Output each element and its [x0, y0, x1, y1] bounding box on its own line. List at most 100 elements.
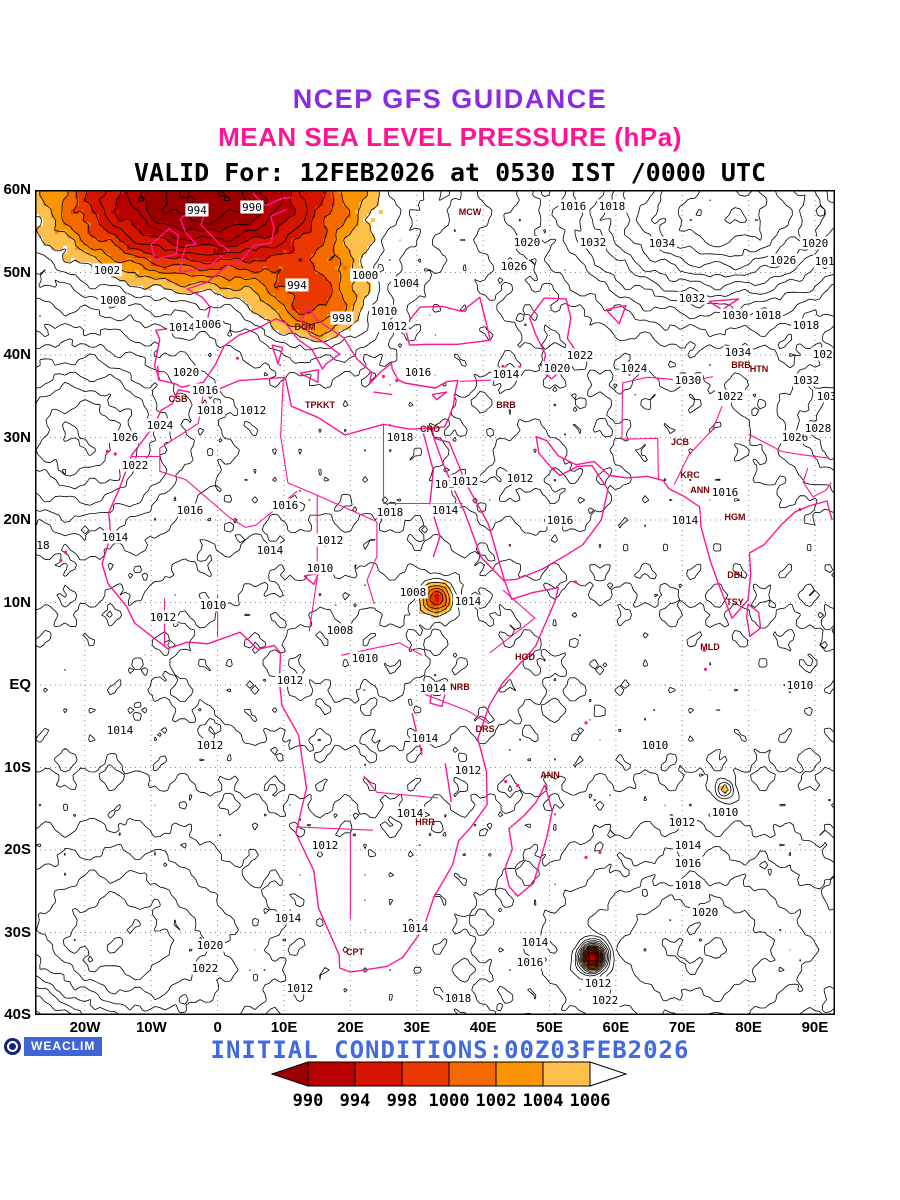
isobar-label: 1022 — [717, 390, 744, 403]
isobar-label: 1016 — [405, 366, 432, 379]
isobar-label: 1014 — [675, 839, 702, 852]
y-tick-label: 30S — [4, 923, 31, 941]
station-label: MD — [213, 247, 227, 257]
isobar-label: 1020 — [197, 939, 224, 952]
valid-time-line: VALID For: 12FEB2026 at 0530 IST /0000 U… — [133, 158, 767, 187]
isobar-label: 1016 — [712, 486, 739, 499]
y-tick-label: 20N — [3, 511, 31, 528]
isobar-label: 1010 — [787, 679, 814, 692]
page-subtitle: MEAN SEA LEVEL PRESSURE (hPa) — [218, 122, 682, 152]
isobar-label: 1030 — [817, 390, 835, 403]
isobar-label: 1020 — [802, 237, 829, 250]
isobar-label: 1012 — [150, 611, 177, 624]
isobar-layer — [35, 190, 835, 1015]
colorbar-value: 1000 — [429, 1091, 470, 1111]
isobar-label: 1014 — [672, 514, 699, 527]
x-tick-label: 40E — [469, 1019, 497, 1036]
isobar-label: 1026 — [112, 431, 139, 444]
isobar-label: 1014 — [397, 807, 424, 820]
station-label: NRB — [450, 682, 470, 692]
x-tick-label: 80E — [735, 1019, 762, 1036]
isobar-label: 1010 — [712, 806, 739, 819]
isobar-label: 1032 — [580, 236, 607, 249]
isobar-label: 994 — [187, 204, 207, 217]
isobar-label: 1010 — [200, 599, 227, 612]
station-label: JCB — [671, 437, 690, 447]
isobar-label: 1026 — [770, 254, 797, 267]
station-label: HGD — [515, 652, 536, 662]
station-label: BRB — [731, 360, 751, 370]
isobar-label: 1030 — [675, 374, 702, 387]
isobar-label: 1016 — [192, 384, 219, 397]
isobar-label: 998 — [332, 312, 352, 325]
isobar-label: 1016 — [815, 255, 835, 268]
isobar-label: 1012 — [507, 472, 534, 485]
x-tick-label: 50E — [536, 1019, 563, 1036]
map-frame — [35, 190, 835, 1015]
colorbar-value: 1006 — [570, 1091, 611, 1111]
station-label: ANN — [540, 770, 560, 780]
station-label: HGM — [725, 512, 746, 522]
isobar-label: 1020 — [692, 906, 719, 919]
colorbar-segment — [307, 1061, 356, 1087]
isobar-label: 1020 — [173, 366, 200, 379]
isobar-label: 1012 — [277, 674, 304, 687]
isobar-label: 1012 — [455, 764, 482, 777]
isobar-label: 1034 — [649, 237, 676, 250]
y-tick-label: 40S — [4, 1006, 31, 1023]
x-tick-label: 20E — [337, 1019, 364, 1036]
colorbar-value: 1002 — [476, 1091, 517, 1111]
x-tick-label: 10E — [270, 1019, 298, 1036]
isobar-label: 1014 — [257, 544, 284, 557]
colorbar-value: 994 — [340, 1091, 371, 1111]
initial-conditions-line: INITIAL CONDITIONS:00Z03FEB2026 — [210, 1036, 690, 1064]
isobar-label: 1012 — [240, 404, 267, 417]
isobar-label: 1022 — [192, 962, 219, 975]
station-label: DOM — [295, 322, 316, 332]
colorbar-right-arrow — [589, 1061, 628, 1087]
isobar-label: 1014 — [412, 732, 439, 745]
isobar-label: 1010 — [352, 652, 379, 665]
isobar-label: 1014 — [169, 321, 196, 334]
x-tick-label: 30E — [403, 1019, 431, 1036]
isobar-label: 1010 — [642, 739, 669, 752]
colorbar-left-arrow — [270, 1061, 309, 1087]
pressure-colorbar: 990 994 998 1000 1002 1004 1006 — [270, 1061, 628, 1111]
isobar-label: 1030 — [722, 309, 749, 322]
colorbar-segment — [448, 1061, 497, 1087]
isobar-label: 1018 — [387, 431, 414, 444]
isobar-label: 1012 — [669, 816, 696, 829]
isobar-label: 1016 — [560, 200, 587, 213]
station-label: BRB — [496, 400, 516, 410]
isobar-label: 1014 — [402, 922, 429, 935]
y-tick-label: 20S — [4, 841, 31, 858]
isobar-label: 1010 — [371, 305, 398, 318]
isobar-label: 1014 — [522, 936, 549, 949]
isobar-label: 1026 — [782, 431, 809, 444]
y-tick-label: 60N — [3, 181, 31, 198]
isobar-label: 1018 — [755, 309, 782, 322]
map-area: 994 990 1016 1018 1020 1032 1034 1026 1026 1020 10… — [35, 190, 835, 1015]
weaclim-globe-icon — [4, 1038, 21, 1055]
x-tick-label: 70E — [668, 1019, 696, 1036]
isobar-label: 1012 — [287, 982, 314, 995]
isobar-label: 1026 — [501, 260, 528, 273]
station-label: CSB — [168, 394, 188, 404]
isobar-label: 1020 — [514, 236, 541, 249]
isobar-label: 1018 — [445, 992, 472, 1005]
colorbar-value: 1004 — [523, 1091, 564, 1111]
station-label: HRR — [415, 817, 435, 827]
station-label: HTN — [750, 364, 769, 374]
isobar-label: 1002 — [94, 264, 121, 277]
isobar-label: 1014 — [420, 682, 447, 695]
y-tick-label: 50N — [3, 263, 31, 281]
station-label: CRO — [420, 424, 440, 434]
isobar-label: 1004 — [393, 277, 420, 290]
isobar-label: 1012 — [197, 739, 224, 752]
isobar-label: 1014 — [107, 724, 134, 737]
isobar-label: 1012 — [452, 475, 479, 488]
